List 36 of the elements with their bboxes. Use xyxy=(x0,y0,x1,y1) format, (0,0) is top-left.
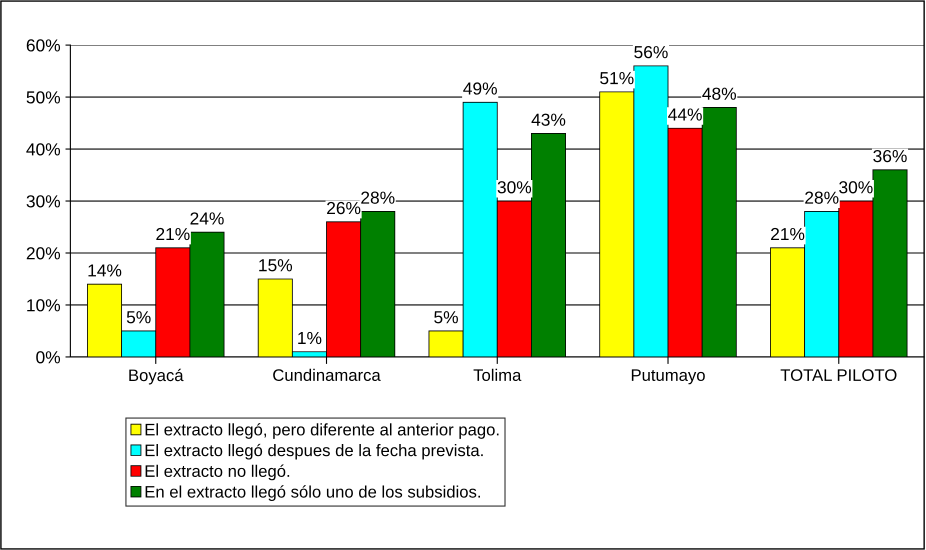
data-label: 43% xyxy=(532,114,566,126)
legend-label: El extracto llegó, pero diferente al anterior pago. xyxy=(146,423,499,439)
data-label: 49% xyxy=(463,82,497,95)
legend-label: En el extracto llegó sólo uno de los subsidios. xyxy=(146,485,480,502)
data-label: 5% xyxy=(434,311,458,324)
y-tick-label: 40% xyxy=(26,143,60,156)
data-label: 15% xyxy=(259,259,292,272)
data-label: 14% xyxy=(88,264,122,277)
x-tick-label: TOTAL PILOTO xyxy=(780,369,896,381)
x-tick-label: Boyacá xyxy=(129,368,184,384)
x-tick-label: Tolima xyxy=(474,368,522,381)
data-label: 44% xyxy=(668,108,702,121)
data-label: 56% xyxy=(634,46,668,58)
data-label: 21% xyxy=(771,228,804,240)
x-tick-label: Putumayo xyxy=(632,369,705,384)
data-label: 36% xyxy=(873,150,907,162)
y-tick-label: 30% xyxy=(26,195,60,208)
data-label: 26% xyxy=(327,202,360,214)
x-tick-label: Cundinamarca xyxy=(273,368,381,381)
data-label: 30% xyxy=(498,181,532,194)
data-label: 24% xyxy=(190,212,224,225)
y-tick-label: 60% xyxy=(26,39,60,52)
y-tick-label: 50% xyxy=(26,91,60,104)
data-label: 28% xyxy=(361,192,394,204)
legend-label: El extracto llegó despues de la fecha prevista. xyxy=(146,444,483,460)
legend-label: El extracto no llegó. xyxy=(146,464,290,480)
data-label: 5% xyxy=(126,311,151,324)
y-tick-label: 0% xyxy=(36,351,60,364)
data-label: 1% xyxy=(298,332,322,344)
y-tick-label: 20% xyxy=(26,247,60,260)
data-label: 51% xyxy=(600,72,634,84)
data-label: 48% xyxy=(702,88,736,100)
data-label: 21% xyxy=(156,228,190,240)
data-label: 30% xyxy=(839,181,873,194)
data-label: 28% xyxy=(805,192,838,204)
y-tick-label: 10% xyxy=(27,299,60,312)
